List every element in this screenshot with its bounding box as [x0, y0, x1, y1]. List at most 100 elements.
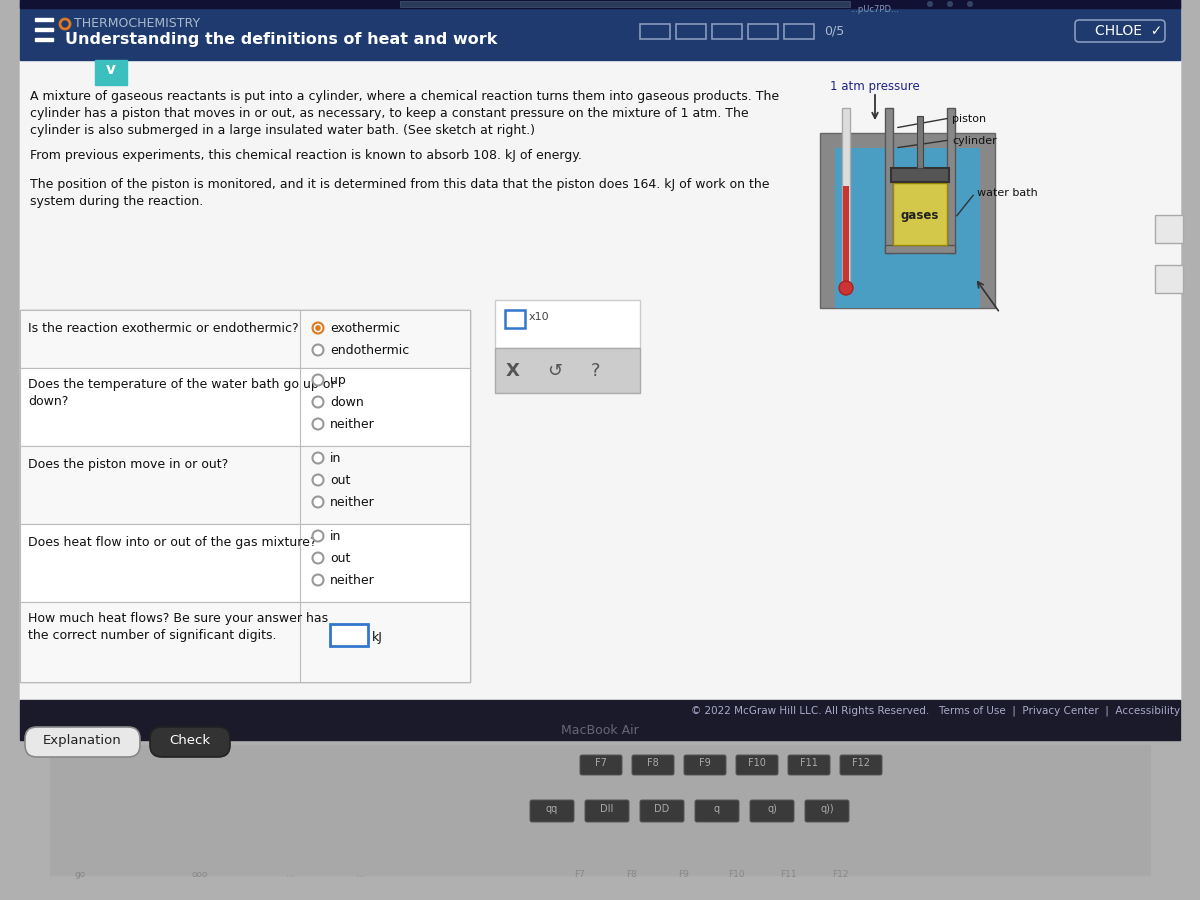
FancyBboxPatch shape — [736, 755, 778, 775]
Bar — [886, 108, 893, 253]
Text: THERMOCHEMISTRY: THERMOCHEMISTRY — [74, 17, 200, 30]
Bar — [676, 24, 706, 39]
Text: down: down — [330, 396, 364, 409]
Bar — [35, 38, 53, 40]
Bar — [20, 368, 470, 446]
FancyBboxPatch shape — [530, 800, 574, 822]
Text: q)): q)) — [820, 804, 834, 814]
FancyBboxPatch shape — [695, 800, 739, 822]
Circle shape — [967, 1, 973, 7]
Text: neither: neither — [330, 418, 374, 431]
Text: endothermic: endothermic — [330, 344, 409, 357]
Text: piston: piston — [952, 114, 986, 124]
Text: MacBook Air: MacBook Air — [562, 724, 638, 737]
Text: system during the reaction.: system during the reaction. — [30, 195, 203, 208]
Text: Explanation: Explanation — [43, 734, 121, 747]
Circle shape — [312, 322, 324, 334]
Circle shape — [312, 497, 324, 508]
Bar — [712, 24, 742, 39]
Text: F11: F11 — [780, 870, 797, 879]
Bar — [20, 700, 1180, 722]
Bar — [1154, 265, 1183, 293]
Bar — [748, 24, 778, 39]
Bar — [20, 0, 1180, 780]
Circle shape — [312, 553, 324, 563]
Text: cylinder has a piston that moves in or out, as necessary, to keep a constant pre: cylinder has a piston that moves in or o… — [30, 107, 749, 120]
Bar — [820, 133, 995, 308]
Text: gases: gases — [901, 209, 940, 222]
FancyBboxPatch shape — [840, 755, 882, 775]
Bar — [784, 24, 814, 39]
Text: ...: ... — [286, 870, 294, 879]
Bar — [0, 740, 1200, 900]
Bar — [505, 310, 526, 328]
Circle shape — [312, 453, 324, 464]
Circle shape — [312, 418, 324, 429]
FancyBboxPatch shape — [684, 755, 726, 775]
FancyBboxPatch shape — [580, 755, 622, 775]
Text: water bath: water bath — [977, 188, 1038, 198]
Text: F8: F8 — [626, 870, 637, 879]
Bar — [893, 183, 947, 245]
Text: F10: F10 — [727, 870, 744, 879]
FancyBboxPatch shape — [150, 727, 230, 757]
Text: F12: F12 — [832, 870, 848, 879]
Text: F9: F9 — [678, 870, 690, 879]
Text: in: in — [330, 452, 341, 465]
Text: Check: Check — [169, 734, 210, 747]
Circle shape — [839, 281, 853, 295]
Text: kJ: kJ — [372, 631, 383, 644]
Text: in: in — [330, 530, 341, 543]
Text: The position of the piston is monitored, and it is determined from this data tha: The position of the piston is monitored,… — [30, 178, 769, 191]
Text: F7: F7 — [595, 758, 607, 768]
Text: q): q) — [767, 804, 776, 814]
Text: x10: x10 — [529, 312, 550, 322]
Text: How much heat flows? Be sure your answer has: How much heat flows? Be sure your answer… — [28, 612, 328, 625]
Bar — [330, 624, 368, 646]
Bar — [20, 310, 470, 682]
Text: © 2022 McGraw Hill LLC. All Rights Reserved.   Terms of Use  |  Privacy Center  : © 2022 McGraw Hill LLC. All Rights Reser… — [691, 706, 1180, 716]
Text: down?: down? — [28, 395, 68, 408]
Bar — [35, 18, 53, 21]
Bar — [400, 1, 850, 7]
Circle shape — [312, 345, 324, 356]
Bar — [20, 446, 470, 524]
Bar — [496, 300, 640, 348]
FancyBboxPatch shape — [632, 755, 674, 775]
Text: ...: ... — [355, 870, 365, 879]
Text: cylinder is also submerged in a large insulated water bath. (See sketch at right: cylinder is also submerged in a large in… — [30, 124, 535, 137]
Text: F11: F11 — [800, 758, 818, 768]
Text: neither: neither — [330, 496, 374, 509]
FancyBboxPatch shape — [586, 800, 629, 822]
Text: exothermic: exothermic — [330, 322, 400, 335]
Text: CHLOE  ✓: CHLOE ✓ — [1096, 24, 1163, 38]
Bar — [20, 0, 1180, 8]
Bar — [886, 245, 955, 253]
Circle shape — [312, 397, 324, 408]
Bar — [947, 108, 955, 253]
Text: F10: F10 — [748, 758, 766, 768]
Text: F7: F7 — [575, 870, 586, 879]
Bar — [95, 60, 127, 85]
Bar — [20, 310, 470, 368]
Text: the correct number of significant digits.: the correct number of significant digits… — [28, 629, 276, 642]
Text: ...pUc7PD...: ...pUc7PD... — [850, 5, 899, 14]
Bar — [50, 745, 1150, 875]
Text: qq: qq — [546, 804, 558, 814]
Text: cylinder: cylinder — [952, 136, 997, 146]
Circle shape — [312, 530, 324, 542]
Text: 1 atm pressure: 1 atm pressure — [830, 80, 920, 93]
Bar — [20, 524, 470, 602]
Bar — [496, 348, 640, 393]
Circle shape — [312, 474, 324, 485]
Text: q: q — [714, 804, 720, 814]
Text: go: go — [74, 870, 85, 879]
Bar — [842, 186, 850, 282]
Circle shape — [928, 1, 934, 7]
Bar — [890, 168, 949, 182]
FancyBboxPatch shape — [805, 800, 850, 822]
Text: Does the piston move in or out?: Does the piston move in or out? — [28, 458, 228, 471]
Bar — [20, 0, 1180, 60]
Text: F8: F8 — [647, 758, 659, 768]
Bar — [835, 148, 980, 308]
